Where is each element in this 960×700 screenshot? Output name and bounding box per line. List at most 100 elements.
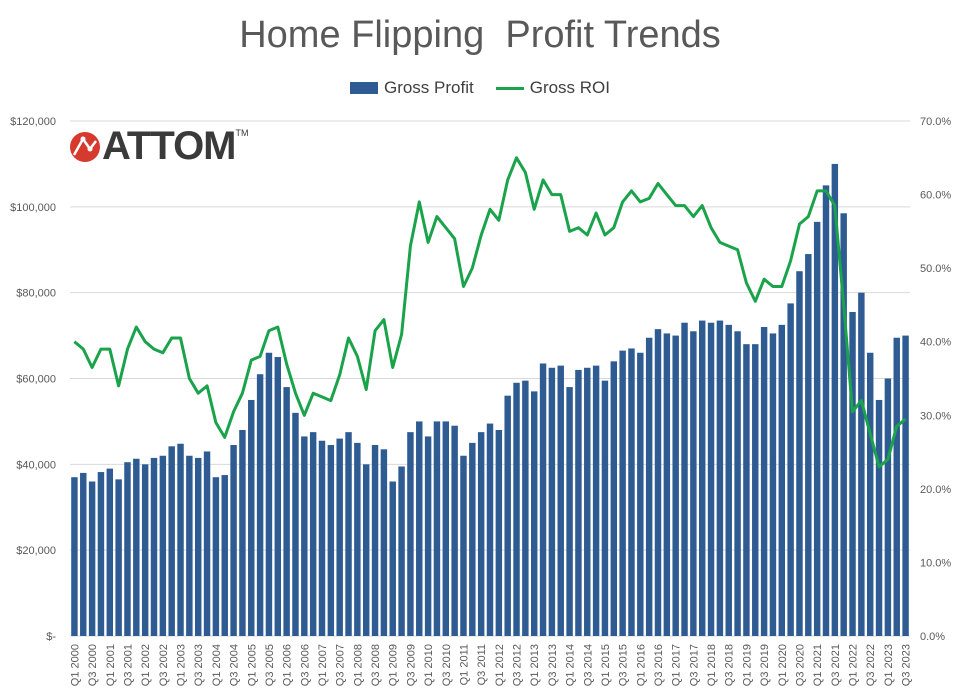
bar	[424, 436, 432, 636]
bar	[460, 455, 467, 636]
bar	[539, 363, 547, 636]
bar	[707, 322, 715, 636]
x-tick-label: Q3 2022	[865, 644, 877, 686]
logo-tm: TM	[235, 128, 249, 138]
bar	[628, 348, 635, 636]
bar	[133, 458, 140, 636]
bar	[716, 320, 724, 636]
bar	[831, 163, 839, 636]
bar	[407, 432, 414, 636]
legend: Gross Profit Gross ROI	[0, 78, 960, 98]
x-tick-label: Q3 2012	[512, 644, 524, 686]
legend-gross-profit: Gross Profit	[349, 78, 474, 98]
x-tick-label: Q1 2003	[176, 644, 188, 686]
bar	[309, 432, 317, 636]
bar	[725, 324, 732, 636]
x-tick-label: Q3 2017	[688, 644, 700, 686]
x-tick-label: Q1 2013	[529, 644, 541, 686]
x-tick-label: Q1 2010	[423, 644, 435, 686]
bar	[159, 455, 167, 636]
y-left-tick-label: $20,000	[16, 545, 56, 557]
x-tick-label: Q1 2004	[211, 644, 223, 686]
bar	[884, 378, 892, 636]
logo-text: ATTOM	[102, 124, 236, 168]
bar	[168, 446, 175, 636]
y-right-tick-label: 60.0%	[920, 190, 951, 202]
bar	[88, 481, 96, 636]
bar	[80, 472, 87, 636]
logo-icon	[70, 131, 100, 162]
x-tick-label: Q3 2002	[158, 644, 170, 686]
x-tick-label: Q3 2013	[547, 644, 559, 686]
x-tick-label: Q1 2019	[741, 644, 753, 686]
y-left-tick-label: $100,000	[10, 202, 56, 214]
bar	[106, 468, 114, 636]
x-tick-label: Q1 2021	[812, 644, 824, 686]
bar	[619, 350, 626, 636]
bar	[115, 479, 122, 636]
x-tick-label: Q1 2022	[848, 644, 860, 686]
x-tick-label: Q3 2021	[830, 644, 842, 686]
legend-gross-roi: Gross ROI	[495, 78, 610, 98]
bar	[239, 430, 246, 636]
y-right-tick-label: 50.0%	[920, 263, 951, 275]
x-tick-label: Q3 2014	[582, 644, 594, 686]
bar	[248, 399, 255, 636]
bar	[601, 380, 609, 636]
bar	[805, 254, 812, 636]
bar	[858, 292, 865, 636]
bar	[893, 337, 900, 636]
bar	[530, 391, 538, 636]
bar	[150, 457, 158, 636]
bar	[212, 477, 220, 636]
bar	[849, 311, 856, 636]
x-tick-label: Q3 2016	[653, 644, 665, 686]
bar	[566, 387, 573, 636]
x-tick-label: Q1 2006	[282, 644, 294, 686]
bar	[548, 367, 556, 636]
bar	[902, 335, 909, 636]
chart-title: Home Flipping Profit Trends	[239, 14, 721, 56]
y-right-tick-label: 10.0%	[920, 557, 951, 569]
x-tick-label: Q1 2011	[458, 644, 470, 685]
bar	[778, 324, 786, 636]
bar	[221, 475, 228, 636]
x-tick-label: Q3 2011	[476, 644, 488, 685]
x-tick-label: Q3 2023	[901, 644, 913, 686]
bar	[557, 365, 564, 636]
x-tick-label: Q1 2009	[388, 644, 400, 686]
x-tick-label: Q1 2017	[671, 644, 683, 686]
y-right-tick-label: 30.0%	[920, 410, 951, 422]
x-tick-label: Q1 2001	[105, 644, 117, 686]
bar	[672, 335, 679, 636]
bar	[840, 213, 847, 637]
bar	[256, 374, 264, 636]
x-tick-label: Q1 2020	[777, 644, 789, 686]
bar	[327, 445, 335, 636]
bar	[637, 352, 644, 636]
bar	[203, 451, 211, 636]
bar	[433, 421, 441, 636]
bar	[141, 464, 149, 636]
bar	[336, 438, 343, 636]
bar	[513, 382, 520, 636]
bar	[645, 337, 653, 636]
x-tick-label: Q3 2003	[193, 644, 205, 686]
bar	[477, 432, 485, 636]
bar	[345, 432, 352, 636]
x-tick-label: Q1 2012	[494, 644, 506, 686]
x-tick-label: Q1 2015	[600, 644, 612, 686]
bar	[486, 423, 494, 636]
roi-line	[73, 156, 907, 469]
x-tick-label: Q3 2007	[335, 644, 347, 686]
y-right-tick-label: 0.0%	[920, 631, 945, 643]
bar	[769, 333, 777, 636]
legend-label: Gross Profit	[383, 78, 474, 97]
bar	[283, 387, 290, 636]
x-tick-label: Q1 2023	[883, 644, 895, 686]
bar	[389, 481, 396, 636]
bar	[796, 271, 803, 636]
bar	[610, 361, 618, 636]
y-left-tick-label: $40,000	[16, 459, 56, 471]
